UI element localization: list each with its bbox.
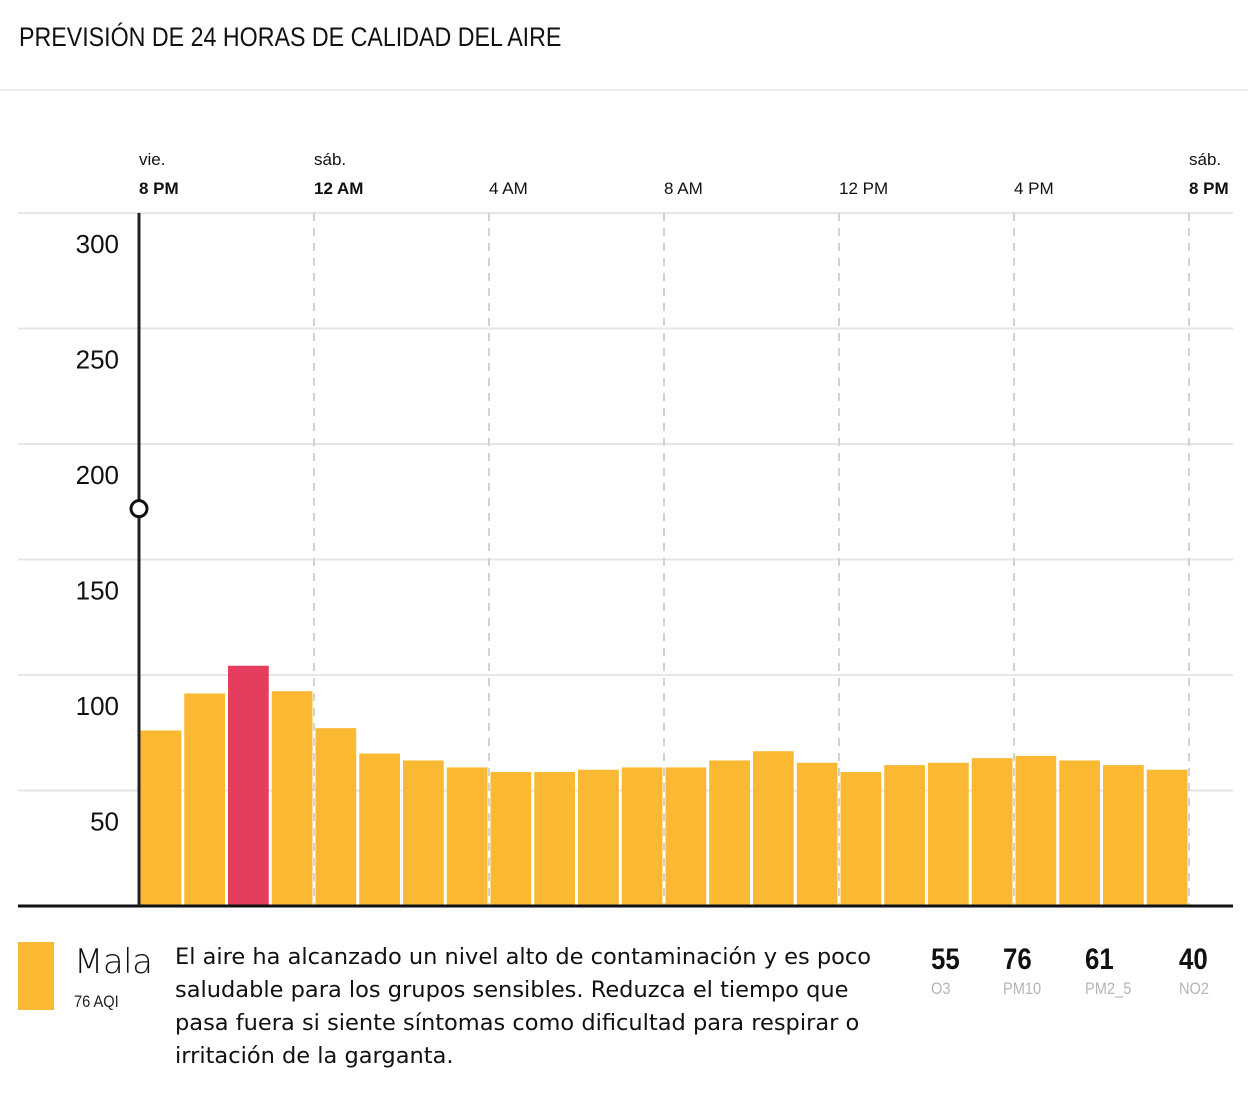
bar-10-pm: 10 PM: 104 (228, 665, 269, 906)
bar-10-am: 10 AM: 67 (753, 751, 794, 906)
pollutant-name: O3 (931, 979, 951, 998)
y-axis-labels: 50 100 150 200 250 300 (76, 229, 119, 837)
y-tick-label: 50 (90, 807, 119, 837)
x-tick-time: 8 AM (664, 179, 703, 198)
y-tick-label: 150 (76, 576, 119, 606)
x-tick-time: 12 PM (839, 179, 888, 198)
bar-8-am: 8 AM: 60 (665, 767, 707, 906)
x-tick-time: 4 PM (1014, 179, 1054, 198)
aqi-level-label: Mala (74, 942, 153, 982)
bar-3-am: 3 AM: 60 (446, 767, 488, 906)
bar-6-pm: 6 PM: 61 (1103, 765, 1144, 906)
title-divider (0, 89, 1248, 91)
page-title: PREVISIÓN DE 24 HORAS DE CALIDAD DEL AIR… (19, 22, 562, 52)
bar-2-pm: 2 PM: 62 (928, 762, 969, 906)
bar-2-am: 2 AM: 63 (403, 760, 444, 906)
y-tick-label: 250 (76, 345, 119, 375)
pollutant-name: NO2 (1179, 979, 1210, 998)
bar-7-am: 7 AM: 60 (621, 767, 663, 906)
pollutant-pm10: 76 PM10 (1003, 943, 1047, 999)
bar-3-pm: 3 PM: 64 (971, 758, 1013, 906)
pollutant-value: 76 (1003, 943, 1032, 976)
cursor-marker (129, 499, 149, 519)
time-cursor (129, 213, 149, 906)
aqi-level-swatch (18, 942, 54, 1010)
bar-12-pm: 12 PM: 58 (840, 772, 882, 906)
bars: 8 PM: 769 PM: 9210 PM: 10411 PM: 9312 AM… (140, 665, 1188, 906)
aqi-description: El aire ha alcanzado un nivel alto de co… (175, 944, 872, 1069)
x-tick-time: 8 PM (1189, 179, 1229, 198)
x-tick-time: 12 AM (314, 179, 363, 198)
x-tick-day: sáb. (1189, 150, 1221, 169)
pollutant-pm2-5: 61 PM2_5 (1085, 943, 1139, 999)
pollutant-value: 40 (1179, 943, 1208, 976)
bar-9-pm: 9 PM: 92 (184, 693, 225, 906)
hour-guides (313, 213, 1190, 906)
pollutant-value: 61 (1085, 943, 1114, 976)
pollutant-name: PM10 (1003, 979, 1042, 998)
bar-11-am: 11 AM: 62 (796, 762, 838, 906)
y-tick-label: 200 (76, 460, 119, 490)
bar-5-am: 5 AM: 58 (534, 772, 575, 906)
x-axis-labels: vie. 8 PM sáb. 12 AM 4 AM 8 AM 12 PM 4 PM sáb. 8 … (139, 150, 1229, 198)
bar-5-pm: 5 PM: 63 (1059, 760, 1100, 906)
bar-4-pm: 4 PM: 65 (1015, 755, 1057, 906)
bar-6-am: 6 AM: 59 (578, 769, 619, 906)
pollutant-no2: 40 NO2 (1179, 943, 1214, 999)
y-tick-label: 300 (76, 229, 119, 259)
bar-9-am: 9 AM: 63 (709, 760, 750, 906)
pollutant-value: 55 (931, 943, 960, 976)
bar-1-am: 1 AM: 66 (359, 753, 400, 906)
bar-7-pm: 7 PM: 59 (1146, 769, 1188, 906)
bar-12-am: 12 AM: 77 (315, 728, 357, 906)
aqi-forecast-chart: 50 100 150 200 250 300 vie. 8 PM sáb. 12 AM 4 AM 8… (18, 150, 1233, 908)
x-tick-time: 4 AM (489, 179, 528, 198)
x-tick-time: 8 PM (139, 179, 179, 198)
bar-4-am: 4 AM: 58 (490, 772, 532, 906)
pollutant-o3: 55 O3 (931, 943, 964, 999)
x-tick-day: sáb. (314, 150, 346, 169)
bar-11-pm: 11 PM: 93 (271, 691, 313, 906)
bar-8-pm: 8 PM: 76 (140, 730, 182, 906)
y-tick-label: 100 (76, 691, 119, 721)
bar-1-pm: 1 PM: 61 (884, 765, 925, 906)
aqi-value: 76 AQI (74, 992, 119, 1011)
x-tick-day: vie. (139, 150, 165, 169)
pollutant-name: PM2_5 (1085, 979, 1132, 998)
